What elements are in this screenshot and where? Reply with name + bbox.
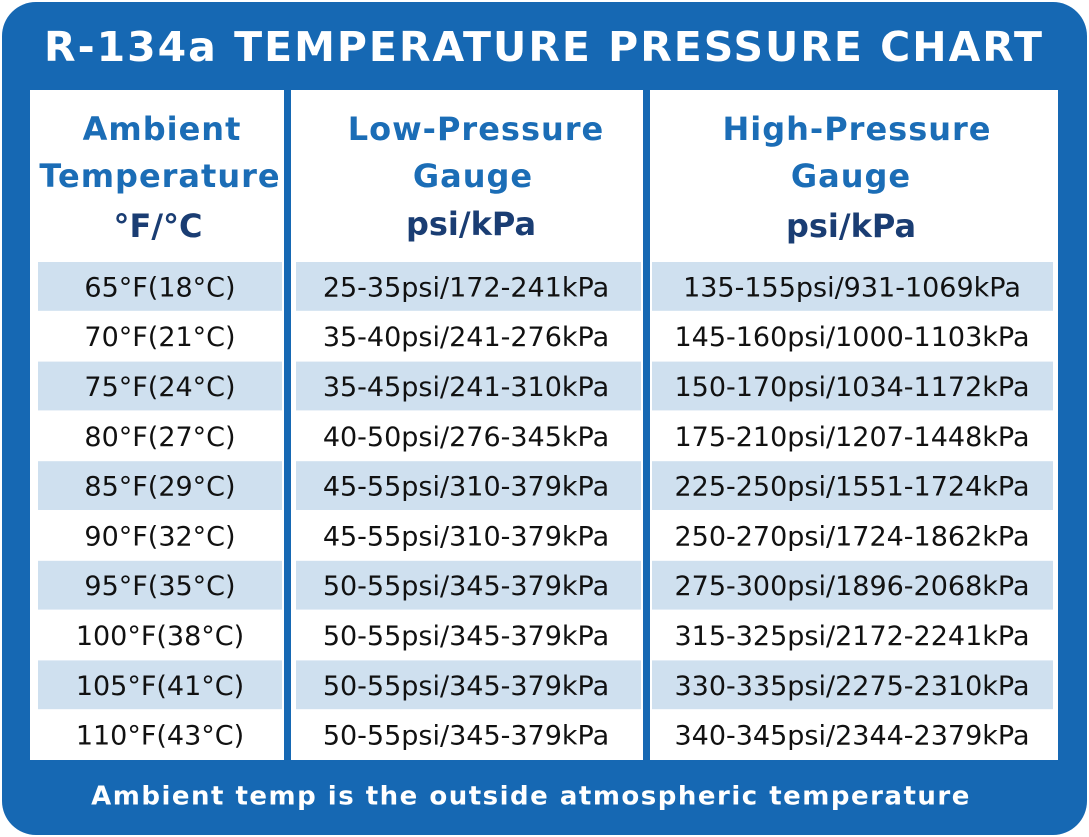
footer-note: Ambient temp is the outside atmospheric … (91, 782, 971, 812)
table-cell: 65°F(18°C) (84, 272, 235, 303)
column-header: High-Pressure (722, 110, 991, 148)
table-cell: 40-50psi/276-345kPa (323, 422, 609, 453)
title: R-134a TEMPERATURE PRESSURE CHART (44, 23, 1044, 71)
table-cell: 45-55psi/310-379kPa (323, 472, 609, 503)
row-band (296, 461, 641, 510)
table-cell: 25-35psi/172-241kPa (323, 272, 609, 303)
table-cell: 250-270psi/1724-1862kPa (674, 521, 1029, 552)
table-cell: 85°F(29°C) (84, 472, 235, 503)
row-band (652, 262, 1053, 311)
row-band (38, 660, 282, 710)
table-cell: 50-55psi/345-379kPa (323, 721, 609, 752)
table-cell: 80°F(27°C) (84, 422, 235, 453)
table-cell: 100°F(38°C) (76, 621, 244, 652)
row-band (296, 262, 641, 311)
column-header: Gauge (413, 157, 533, 195)
column-unit: psi/kPa (786, 207, 916, 245)
table-cell: 340-345psi/2344-2379kPa (674, 721, 1029, 752)
column-divider (284, 90, 291, 760)
table-cell: 75°F(24°C) (84, 372, 235, 403)
column-header: Temperature (39, 157, 280, 195)
table-cell: 150-170psi/1034-1172kPa (674, 372, 1029, 403)
column-divider (643, 90, 650, 760)
table-cell: 330-335psi/2275-2310kPa (674, 671, 1029, 702)
table-cell: 35-40psi/241-276kPa (323, 322, 609, 353)
table-cell: 315-325psi/2172-2241kPa (674, 621, 1029, 652)
table-cell: 70°F(21°C) (84, 322, 235, 353)
table-cell: 35-45psi/241-310kPa (323, 372, 609, 403)
table-cell: 145-160psi/1000-1103kPa (674, 322, 1029, 353)
table-cell: 95°F(35°C) (84, 571, 235, 602)
table-body: 65°F(18°C) 25-35psi/172-241kPa 135-155psi/… (38, 262, 1053, 752)
row-band (296, 560, 641, 610)
table-cell: 105°F(41°C) (76, 671, 244, 702)
row-band (296, 660, 641, 710)
row-band (652, 560, 1053, 610)
table-cell: 50-55psi/345-379kPa (323, 571, 609, 602)
table-background (30, 90, 1058, 760)
table-cell: 50-55psi/345-379kPa (323, 671, 609, 702)
column-header: Ambient (83, 110, 242, 148)
row-band (652, 660, 1053, 710)
table-cell: 90°F(32°C) (84, 521, 235, 552)
table-cell: 110°F(43°C) (76, 721, 244, 752)
column-unit: psi/kPa (406, 205, 536, 243)
row-band (296, 361, 641, 411)
row-band (38, 361, 282, 411)
row-band (38, 560, 282, 610)
table-cell: 135-155psi/931-1069kPa (683, 272, 1021, 303)
table-cell: 45-55psi/310-379kPa (323, 521, 609, 552)
column-unit: °F/°C (113, 207, 202, 245)
table-cell: 50-55psi/345-379kPa (323, 621, 609, 652)
table-cell: 175-210psi/1207-1448kPa (674, 422, 1029, 453)
row-band (652, 361, 1053, 411)
column-header: Low-Pressure (348, 110, 605, 148)
row-band (652, 461, 1053, 510)
table-cell: 225-250psi/1551-1724kPa (674, 472, 1029, 503)
row-band (38, 461, 282, 510)
column-header: Gauge (791, 157, 911, 195)
row-band (38, 262, 282, 311)
table-cell: 275-300psi/1896-2068kPa (674, 571, 1029, 602)
